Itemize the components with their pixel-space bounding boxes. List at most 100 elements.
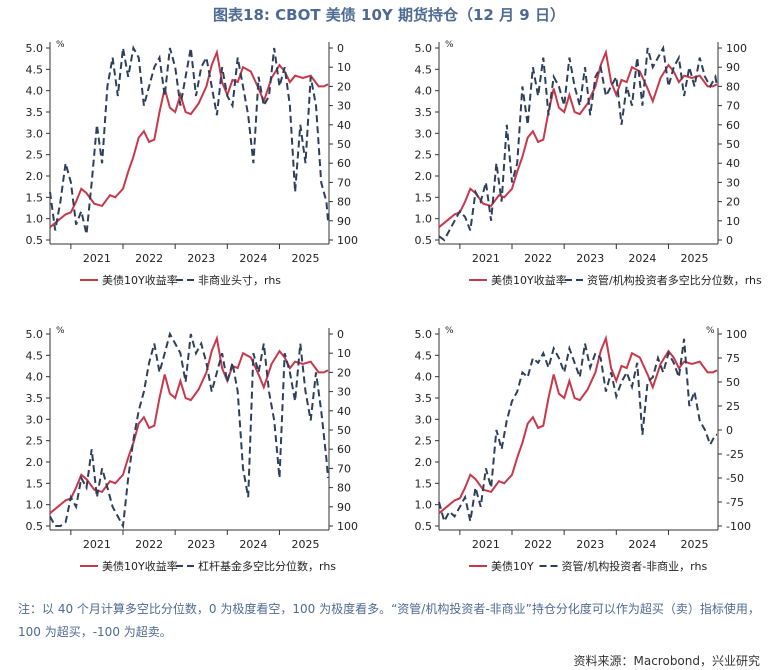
left-tick-label: 1.5 — [26, 191, 44, 204]
left-unit-label: % — [445, 326, 454, 336]
legend-label-yield: 美债10Y收益率 — [102, 559, 178, 573]
left-tick-label: 2.0 — [26, 456, 44, 469]
x-tick-label: 2024 — [628, 252, 656, 265]
x-tick-label: 2025 — [681, 252, 709, 265]
right-tick-label: 60 — [337, 157, 351, 170]
x-tick-label: 2021 — [472, 538, 500, 551]
right-tick-label: 100 — [337, 520, 358, 533]
yield-line — [49, 334, 329, 514]
left-tick-label: 5.0 — [415, 42, 433, 55]
right-tick-label: 70 — [337, 176, 351, 189]
right-tick-label: 90 — [337, 215, 351, 228]
right-tick-label: 20 — [726, 196, 740, 209]
right-tick-label: 70 — [337, 462, 351, 475]
position-line — [49, 331, 329, 530]
left-tick-label: 4.0 — [415, 371, 433, 384]
right-tick-label: 30 — [726, 176, 740, 189]
left-unit-label: % — [445, 40, 454, 50]
left-tick-label: 1.5 — [415, 191, 433, 204]
x-tick-label: 2024 — [239, 252, 267, 265]
left-tick-label: 5.0 — [26, 42, 44, 55]
left-tick-label: 5.0 — [415, 328, 433, 341]
right-tick-label: 50 — [337, 138, 351, 151]
right-tick-label: 100 — [726, 328, 747, 341]
left-tick-label: 4.5 — [415, 63, 433, 76]
footnote: 注：以 40 个月计算多空比分位数，0 为极度看空，100 为极度看多。“资管/… — [18, 602, 760, 639]
right-tick-label: 10 — [726, 215, 740, 228]
left-tick-label: 4.0 — [26, 85, 44, 98]
legend-label-yield: 美债10Y收益率 — [102, 273, 178, 287]
left-tick-label: 0.5 — [415, 520, 433, 533]
legend-label-position: 杠杆基金多空比分位数，rhs — [198, 559, 336, 573]
left-tick-label: 3.5 — [415, 392, 433, 405]
legend-label-position: 资管/机构投资者-非商业，rhs — [562, 559, 708, 573]
right-tick-label: 0 — [726, 424, 733, 437]
left-unit-label: % — [56, 40, 65, 50]
right-tick-label: 0 — [726, 234, 733, 247]
right-tick-label: -25 — [726, 448, 744, 461]
left-tick-label: 0.5 — [26, 520, 44, 533]
left-tick-label: 3.5 — [26, 392, 44, 405]
left-tick-label: 2.0 — [415, 456, 433, 469]
left-tick-label: 1.0 — [415, 499, 433, 512]
right-tick-label: 40 — [337, 405, 351, 418]
left-tick-label: 3.0 — [415, 127, 433, 140]
left-tick-label: 4.0 — [26, 371, 44, 384]
left-tick-label: 2.5 — [415, 149, 433, 162]
x-tick-label: 2023 — [187, 252, 215, 265]
yield-line — [438, 48, 718, 228]
legend-label-yield: 美债10Y收益率 — [491, 273, 567, 287]
x-tick-label: 2021 — [472, 252, 500, 265]
left-tick-label: 4.5 — [26, 63, 44, 76]
right-tick-label: -75 — [726, 496, 744, 509]
right-tick-label: 25 — [726, 400, 740, 413]
left-tick-label: 3.5 — [26, 106, 44, 119]
x-tick-label: 2023 — [576, 252, 604, 265]
right-tick-label: 80 — [726, 80, 740, 93]
x-tick-label: 2023 — [187, 538, 215, 551]
right-tick-label: 60 — [726, 119, 740, 132]
right-tick-label: 30 — [337, 386, 351, 399]
right-tick-label: 100 — [726, 42, 747, 55]
x-tick-label: 2021 — [83, 538, 111, 551]
right-tick-label: 10 — [337, 61, 351, 74]
left-unit-label: % — [56, 326, 65, 336]
left-tick-label: 5.0 — [26, 328, 44, 341]
x-tick-label: 2022 — [135, 252, 163, 265]
x-tick-label: 2022 — [524, 538, 552, 551]
right-tick-label: 75 — [726, 352, 740, 365]
chart-asset-managers-percentile: %5.04.54.03.53.02.52.01.51.00.5100908070… — [415, 40, 763, 287]
right-tick-label: 90 — [726, 61, 740, 74]
left-tick-label: 4.0 — [415, 85, 433, 98]
right-tick-label: 70 — [726, 100, 740, 113]
left-tick-label: 1.5 — [415, 477, 433, 490]
source-credit: 资料来源：Macrobond，兴业研究 — [573, 654, 761, 668]
legend-label-position: 资管/机构投资者多空比分位数，rhs — [587, 273, 762, 287]
x-tick-label: 2022 — [135, 538, 163, 551]
yield-line — [49, 48, 329, 228]
left-tick-label: 2.0 — [26, 170, 44, 183]
left-tick-label: 1.0 — [415, 213, 433, 226]
x-tick-label: 2022 — [524, 252, 552, 265]
x-tick-label: 2024 — [628, 538, 656, 551]
right-tick-label: 40 — [726, 157, 740, 170]
left-tick-label: 0.5 — [415, 234, 433, 247]
left-tick-label: 1.0 — [26, 213, 44, 226]
left-tick-label: 2.5 — [26, 435, 44, 448]
right-tick-label: 30 — [337, 100, 351, 113]
right-tick-label: 80 — [337, 482, 351, 495]
right-unit-label: % — [706, 326, 715, 336]
left-tick-label: 3.0 — [26, 127, 44, 140]
yield-line — [438, 334, 718, 514]
right-tick-label: 60 — [337, 443, 351, 456]
left-tick-label: 0.5 — [26, 234, 44, 247]
right-tick-label: 100 — [337, 234, 358, 247]
left-tick-label: 3.0 — [26, 413, 44, 426]
position-line — [49, 45, 329, 235]
right-tick-label: -50 — [726, 472, 744, 485]
right-tick-label: 0 — [337, 328, 344, 341]
chart-divergence-indicator: % % 5.0 4.5 4.0 3.5 3.0 2.5 2.0 1.5 1.0 0.5 100 75 50 2… — [415, 326, 751, 573]
right-tick-label: -100 — [726, 520, 751, 533]
x-tick-label: 2024 — [239, 538, 267, 551]
x-tick-label: 2021 — [83, 252, 111, 265]
